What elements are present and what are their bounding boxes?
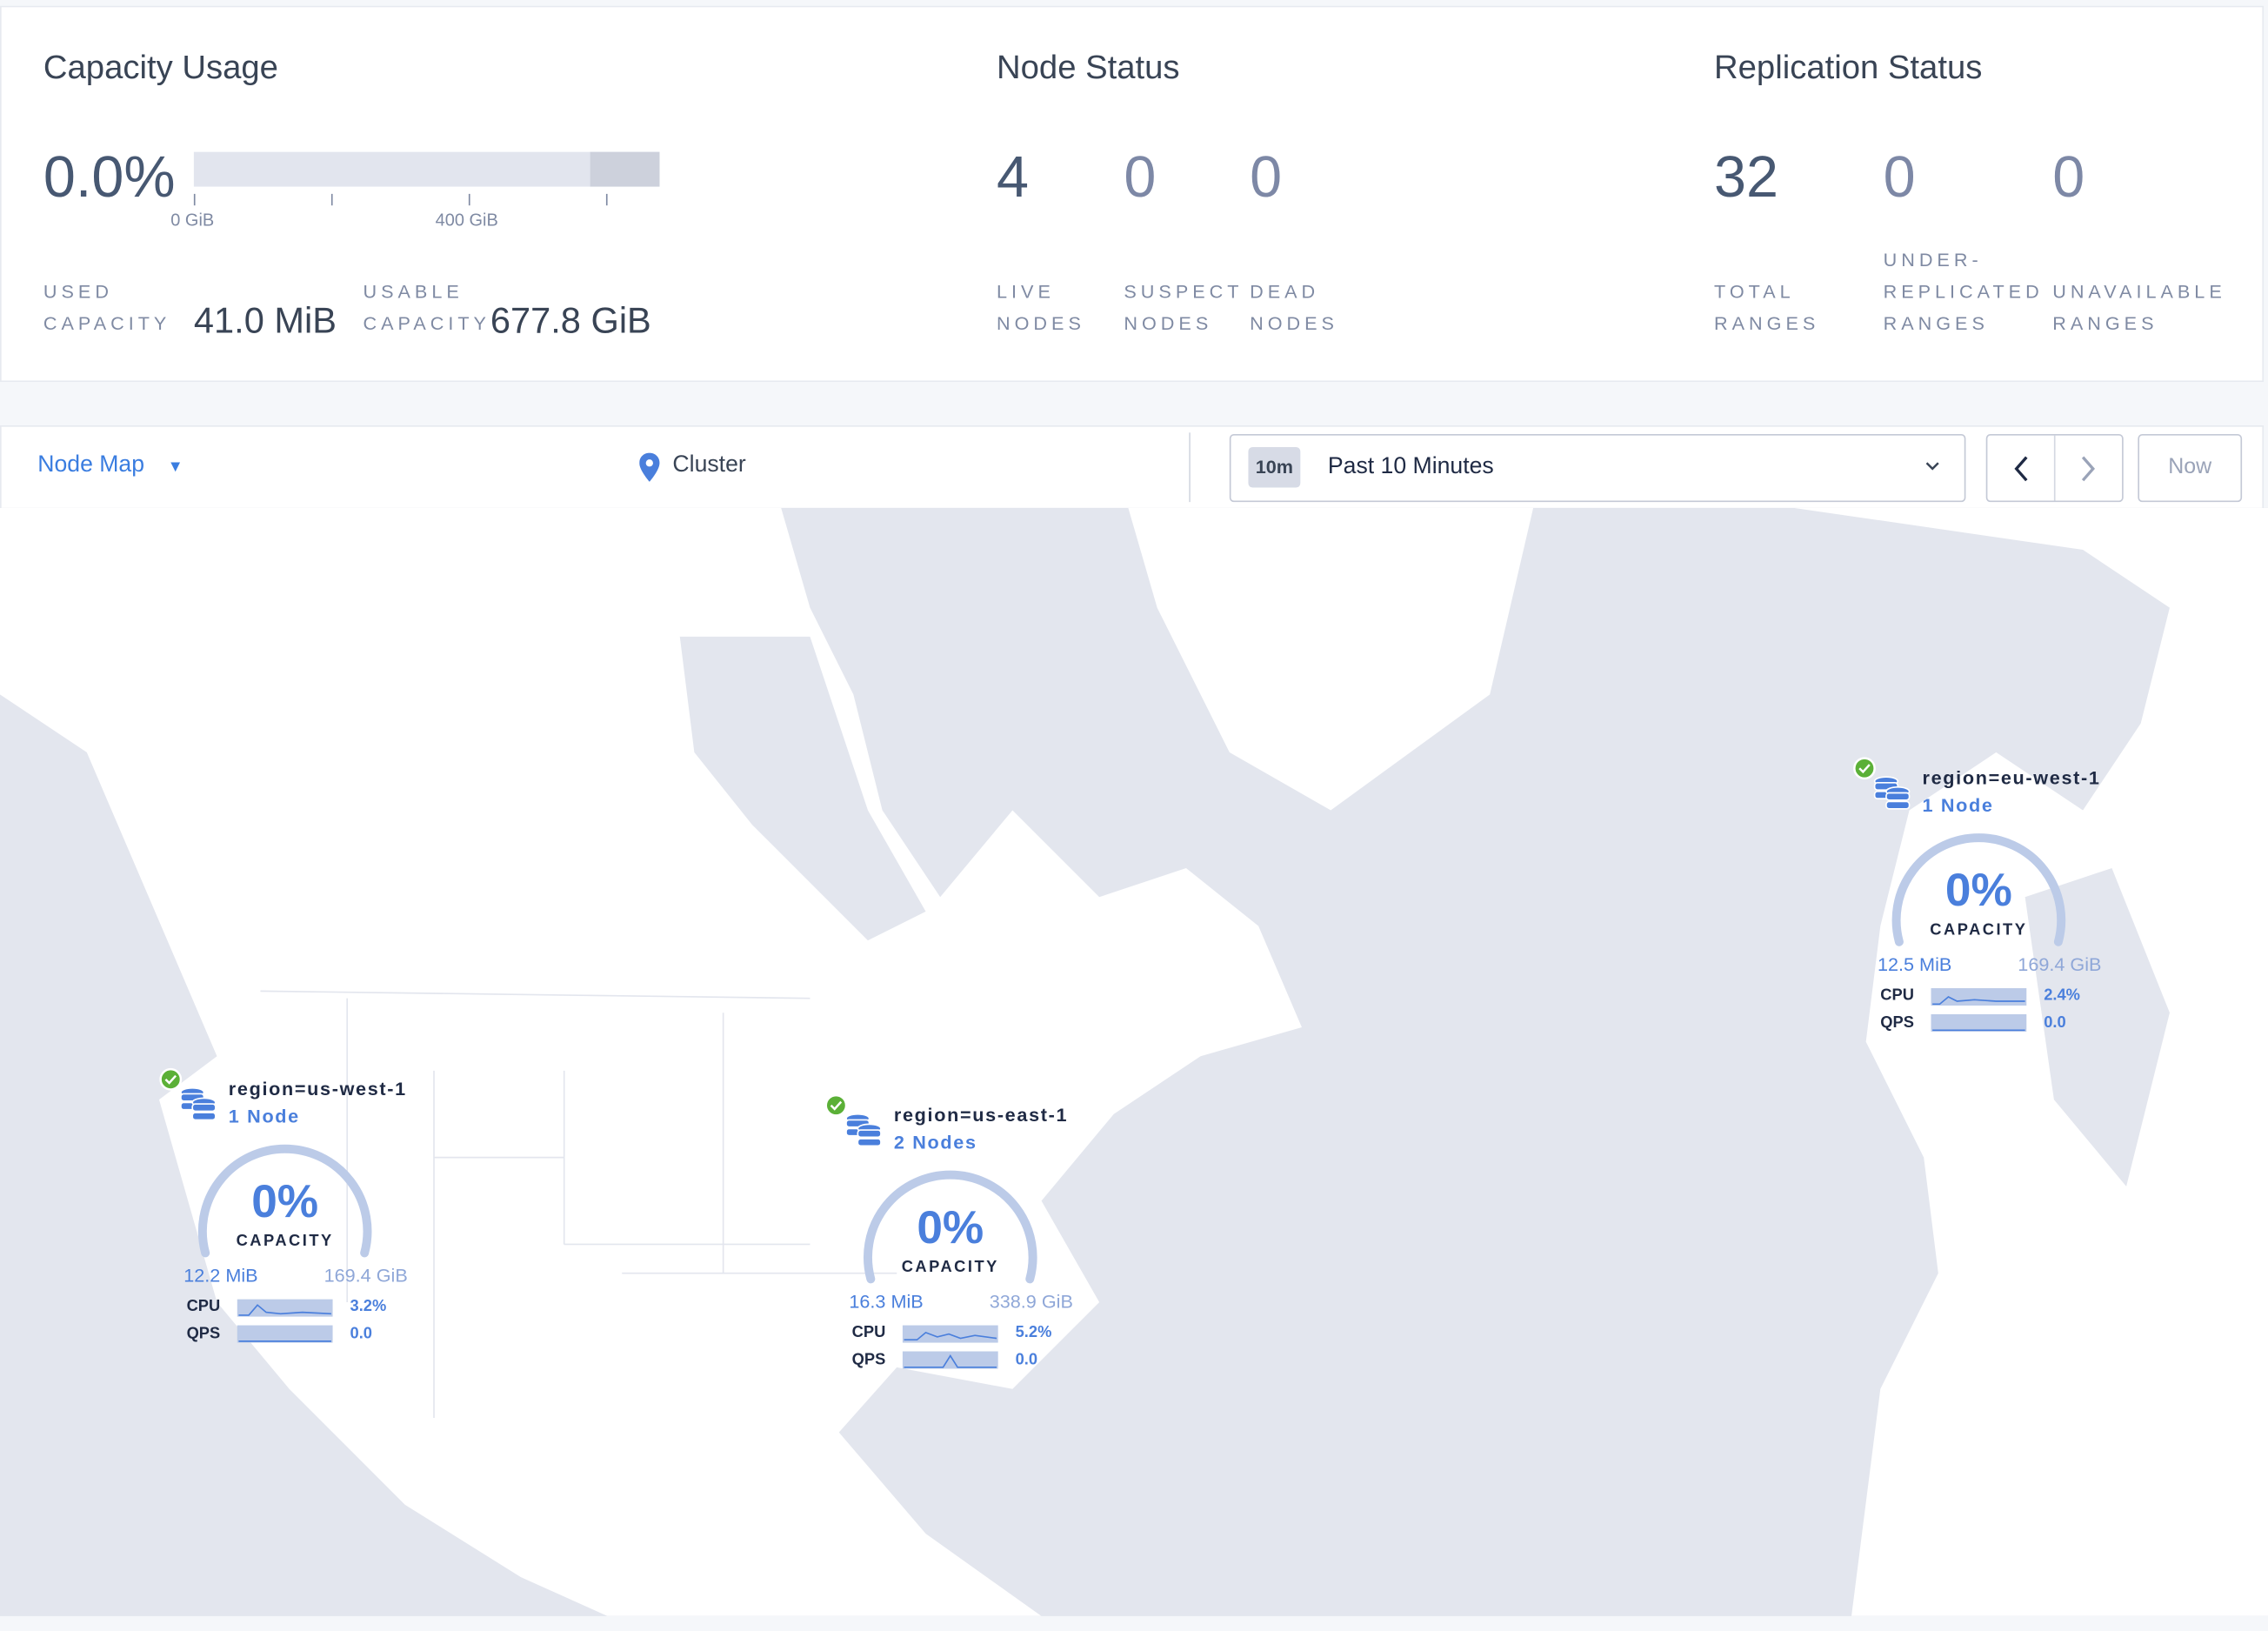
qps-sparkline bbox=[237, 1325, 333, 1343]
map-pin-icon bbox=[639, 452, 660, 482]
view-selector[interactable]: Node Map ▼ bbox=[37, 452, 183, 478]
node-count[interactable]: 1 Node bbox=[228, 1105, 300, 1127]
node-count[interactable]: 1 Node bbox=[1922, 794, 1994, 817]
usable-value: 677.8 GiB bbox=[490, 300, 651, 342]
live-nodes-label: LIVE NODES bbox=[997, 280, 1085, 335]
capacity-bar-reserved bbox=[590, 151, 660, 187]
unavailable-label: UNAVAILABLE RANGES bbox=[2052, 280, 2226, 335]
time-range-label: Past 10 Minutes bbox=[1327, 454, 1494, 479]
healthy-check-icon bbox=[824, 1093, 848, 1117]
capacity-gauge bbox=[197, 1144, 372, 1258]
unavailable-count: 0 bbox=[2052, 145, 2085, 211]
usable-label: USABLE CAPACITY bbox=[363, 280, 490, 335]
chevron-right-icon bbox=[2081, 456, 2096, 482]
node-map[interactable] bbox=[0, 507, 2268, 1616]
database-stack-icon bbox=[1873, 776, 1911, 810]
database-stack-icon bbox=[180, 1086, 217, 1121]
under-replicated-count: 0 bbox=[1883, 145, 1916, 211]
database-stack-icon bbox=[845, 1113, 882, 1147]
cpu-sparkline bbox=[1931, 988, 2027, 1006]
used-capacity: 12.5 MiB bbox=[1877, 953, 1952, 976]
used-value: 41.0 MiB bbox=[193, 300, 337, 342]
now-button[interactable]: Now bbox=[2138, 433, 2243, 503]
used-capacity: 16.3 MiB bbox=[849, 1290, 924, 1313]
live-nodes-count: 4 bbox=[997, 145, 1030, 211]
time-nav bbox=[1985, 433, 2124, 503]
chevron-down-icon bbox=[1925, 462, 1939, 471]
capacity-percent: 0.0% bbox=[43, 145, 176, 211]
replication-title: Replication Status bbox=[1714, 47, 1983, 86]
capacity-bar bbox=[193, 151, 660, 187]
capacity-label: CAPACITY bbox=[901, 1259, 999, 1277]
dead-nodes-count: 0 bbox=[1250, 145, 1283, 211]
capacity-percent: 0% bbox=[1944, 863, 2012, 916]
qps-sparkline bbox=[902, 1351, 998, 1369]
cpu-label: CPU bbox=[186, 1297, 221, 1315]
region-name: region=eu-west-1 bbox=[1922, 766, 2101, 789]
tick-label: 0 GiB bbox=[170, 210, 215, 231]
cpu-sparkline bbox=[237, 1299, 333, 1317]
tick bbox=[330, 193, 333, 206]
qps-sparkline bbox=[1931, 1013, 2027, 1032]
world-map bbox=[0, 507, 2268, 1616]
used-capacity: 12.2 MiB bbox=[183, 1264, 258, 1287]
total-ranges-label: TOTAL RANGES bbox=[1714, 280, 1820, 335]
previous-button[interactable] bbox=[1987, 435, 2056, 501]
region-name: region=us-west-1 bbox=[228, 1078, 407, 1100]
toolbar: Node Map ▼ Cluster 10m Past 10 Minutes No… bbox=[0, 425, 2265, 511]
capacity-percent: 0% bbox=[251, 1174, 319, 1227]
capacity-label: CAPACITY bbox=[236, 1233, 334, 1251]
capacity-gauge bbox=[863, 1170, 1037, 1284]
total-capacity: 169.4 GiB bbox=[324, 1264, 408, 1287]
capacity-percent: 0% bbox=[917, 1200, 984, 1253]
capacity-gauge bbox=[1891, 833, 2066, 946]
cpu-sparkline bbox=[902, 1325, 998, 1343]
tick bbox=[468, 193, 470, 206]
cpu-label: CPU bbox=[851, 1323, 886, 1341]
breadcrumb-cluster[interactable]: Cluster bbox=[672, 452, 746, 478]
qps-value: 0.0 bbox=[1015, 1351, 1038, 1369]
time-badge: 10m bbox=[1248, 446, 1301, 488]
node-status-title: Node Status bbox=[997, 47, 1180, 86]
region-name: region=us-east-1 bbox=[893, 1104, 1069, 1126]
qps-label: QPS bbox=[851, 1351, 886, 1369]
healthy-check-icon bbox=[159, 1067, 183, 1091]
cpu-value: 2.4% bbox=[2044, 986, 2080, 1005]
under-replicated-label: UNDER- REPLICATED RANGES bbox=[1883, 249, 2044, 335]
summary-panel: Capacity Usage 0.0% 0 GiB 400 GiB USED CA… bbox=[0, 5, 2265, 383]
dead-nodes-label: DEAD NODES bbox=[1250, 280, 1338, 335]
node-count[interactable]: 2 Nodes bbox=[893, 1131, 977, 1153]
time-range-select[interactable]: 10m Past 10 Minutes bbox=[1229, 433, 1966, 503]
tick-label: 400 GiB bbox=[435, 210, 498, 231]
capacity-title: Capacity Usage bbox=[43, 47, 278, 86]
caret-down-icon: ▼ bbox=[167, 458, 183, 477]
total-capacity: 338.9 GiB bbox=[989, 1290, 1073, 1313]
used-label: USED CAPACITY bbox=[43, 280, 171, 335]
chevron-left-icon bbox=[2014, 456, 2028, 482]
cpu-label: CPU bbox=[1880, 986, 1914, 1005]
cpu-value: 3.2% bbox=[350, 1297, 387, 1315]
qps-value: 0.0 bbox=[350, 1325, 372, 1343]
tick bbox=[605, 193, 608, 206]
divider bbox=[1189, 432, 1191, 503]
total-ranges-count: 32 bbox=[1714, 145, 1779, 211]
capacity-label: CAPACITY bbox=[1930, 921, 2028, 939]
qps-value: 0.0 bbox=[2044, 1013, 2066, 1032]
tick bbox=[193, 193, 196, 206]
healthy-check-icon bbox=[1853, 757, 1876, 780]
suspect-nodes-count: 0 bbox=[1124, 145, 1157, 211]
qps-label: QPS bbox=[1880, 1013, 1914, 1032]
next-button[interactable] bbox=[2056, 436, 2123, 501]
cpu-value: 5.2% bbox=[1015, 1323, 1052, 1341]
qps-label: QPS bbox=[186, 1325, 221, 1343]
total-capacity: 169.4 GiB bbox=[2018, 953, 2102, 976]
suspect-nodes-label: SUSPECT NODES bbox=[1124, 280, 1244, 335]
